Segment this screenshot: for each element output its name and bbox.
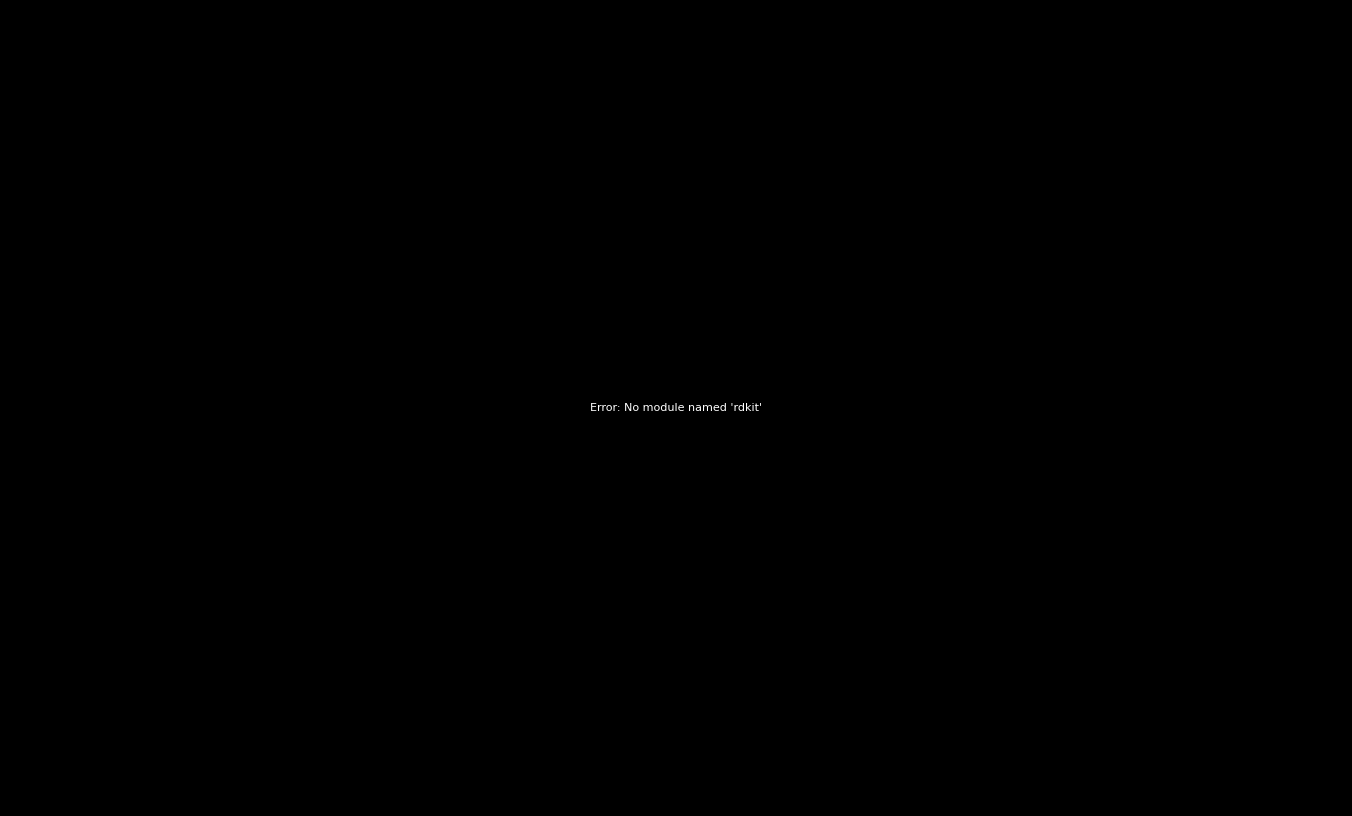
- Text: Error: No module named 'rdkit': Error: No module named 'rdkit': [589, 403, 763, 413]
